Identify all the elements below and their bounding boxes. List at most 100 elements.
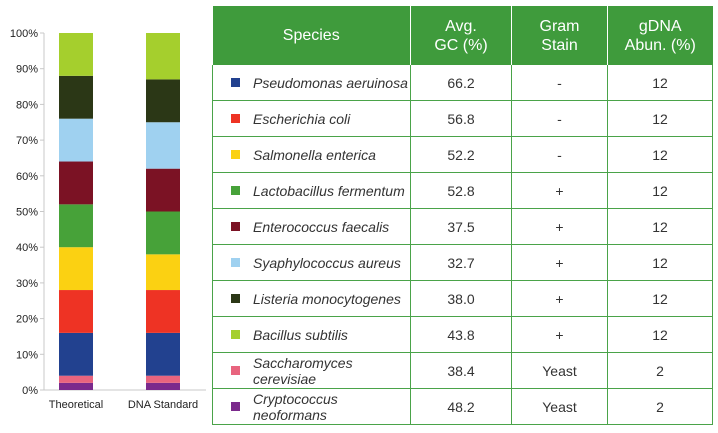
y-tick-label: 20%	[16, 314, 38, 326]
bar-segment	[146, 122, 180, 169]
y-tick-label: 30%	[16, 278, 38, 290]
table-row: Cryptococcus neoformans 48.2 Yeast 2	[212, 388, 713, 425]
bar-segment	[146, 254, 180, 291]
abundance-cell: 12	[607, 208, 713, 245]
color-swatch	[231, 186, 240, 195]
bars	[59, 33, 180, 390]
table-body: Pseudomonas aeruinosa 66.2-12 Escherichia …	[212, 65, 713, 425]
header-species: Species	[212, 6, 411, 65]
color-swatch	[231, 114, 240, 123]
color-swatch	[231, 78, 240, 87]
y-tick-label: 10%	[16, 349, 38, 361]
table-row: Listeria monocytogenes 38.0 +12	[212, 280, 713, 317]
gram-stain-cell: -	[511, 136, 608, 173]
species-name: Lactobacillus fermentum	[253, 182, 405, 199]
species-cell: Saccharomyces cerevisiae	[212, 352, 411, 389]
gram-stain-cell: -	[511, 100, 608, 137]
avg-gc-cell: 32.7	[410, 244, 512, 281]
x-tick-label: Theoretical	[49, 399, 103, 411]
species-name: Escherichia coli	[253, 110, 351, 127]
bar-segment	[146, 332, 180, 376]
table-row: Pseudomonas aeruinosa 66.2-12	[212, 65, 713, 101]
table-row: Saccharomyces cerevisiae 38.4 Yeast 2	[212, 352, 713, 389]
abundance-cell: 12	[607, 65, 713, 101]
y-tick-label: 80%	[16, 99, 38, 111]
species-cell: Escherichia coli	[212, 100, 411, 137]
avg-gc-cell: 48.2	[410, 388, 512, 425]
species-cell: Listeria monocytogenes	[212, 280, 411, 317]
table-header-row: Species Avg. GC (%) Gram Stain gDNA Abun…	[212, 6, 713, 65]
y-axis: 0% 10% 20% 30% 40% 50% 60% 70% 80% 90% 100%	[10, 28, 206, 397]
color-swatch	[231, 258, 240, 267]
bar-segment	[146, 382, 180, 390]
table-row: Syaphylococcus aureus 32.7 +12	[212, 244, 713, 281]
bar-segment	[59, 247, 93, 291]
species-name: Cryptococcus neoformans	[253, 390, 338, 423]
color-swatch	[231, 150, 240, 159]
bar-segment	[59, 382, 93, 390]
y-tick-label: 60%	[16, 171, 38, 183]
gram-stain-cell: +	[511, 244, 608, 281]
species-name: Bacillus subtilis	[253, 326, 348, 343]
table-row: Bacillus subtilis 43.8 +12	[212, 316, 713, 353]
color-swatch	[231, 366, 240, 375]
bar-segment	[59, 118, 93, 162]
bar-segment	[59, 204, 93, 248]
table-row: Escherichia coli 56.8-12	[212, 100, 713, 137]
species-name: Syaphylococcus aureus	[253, 254, 401, 271]
bar-segment	[146, 290, 180, 333]
abundance-cell: 2	[607, 388, 713, 425]
header-gram-stain: Gram Stain	[511, 6, 608, 65]
species-cell: Bacillus subtilis	[212, 316, 411, 353]
y-tick-label: 0%	[22, 385, 38, 397]
bar-segment	[146, 211, 180, 255]
species-cell: Lactobacillus fermentum	[212, 172, 411, 209]
species-name: Saccharomyces cerevisiae	[253, 354, 353, 387]
avg-gc-cell: 38.4	[410, 352, 512, 389]
gram-stain-cell: Yeast	[511, 388, 608, 425]
color-swatch	[231, 402, 240, 411]
gram-stain-cell: +	[511, 280, 608, 317]
y-tick-label: 70%	[16, 135, 38, 147]
bar-segment	[59, 75, 93, 119]
stacked-bar-chart: 0% 10% 20% 30% 40% 50% 60% 70% 80% 90% 100% Theore…	[10, 28, 206, 411]
abundance-cell: 12	[607, 136, 713, 173]
abundance-cell: 12	[607, 100, 713, 137]
avg-gc-cell: 56.8	[410, 100, 512, 137]
species-cell: Salmonella enterica	[212, 136, 411, 173]
y-tick-label: 100%	[10, 28, 38, 40]
bar-segment	[59, 290, 93, 333]
abundance-cell: 12	[607, 244, 713, 281]
species-cell: Pseudomonas aeruinosa	[212, 65, 411, 101]
gram-stain-cell: -	[511, 65, 608, 101]
bar-segment	[59, 161, 93, 205]
bar-segment	[59, 33, 93, 76]
gram-stain-cell: +	[511, 172, 608, 209]
avg-gc-cell: 37.5	[410, 208, 512, 245]
abundance-cell: 12	[607, 316, 713, 353]
species-table: Species Avg. GC (%) Gram Stain gDNA Abun…	[212, 6, 713, 425]
species-name: Pseudomonas aeruinosa	[253, 74, 408, 91]
species-name: Listeria monocytogenes	[253, 290, 401, 307]
bar-segment	[146, 33, 180, 80]
bar-segment	[59, 375, 93, 383]
color-swatch	[231, 330, 240, 339]
header-gdna-abundance: gDNA Abun. (%)	[607, 6, 713, 65]
table-row: Salmonella enterica 52.2-12	[212, 136, 713, 173]
x-axis-labels: Theoretical DNA Standard	[49, 399, 198, 411]
header-avg-gc: Avg. GC (%)	[410, 6, 512, 65]
y-tick-label: 50%	[16, 207, 38, 219]
bar-segment	[146, 375, 180, 383]
avg-gc-cell: 52.8	[410, 172, 512, 209]
species-name: Enterococcus faecalis	[253, 218, 390, 235]
avg-gc-cell: 66.2	[410, 65, 512, 101]
abundance-cell: 12	[607, 280, 713, 317]
color-swatch	[231, 222, 240, 231]
y-tick-label: 40%	[16, 242, 38, 254]
species-name: Salmonella enterica	[253, 146, 376, 163]
bar-segment	[59, 332, 93, 376]
species-cell: Syaphylococcus aureus	[212, 244, 411, 281]
color-swatch	[231, 294, 240, 303]
bar-segment	[146, 79, 180, 123]
y-tick-label: 90%	[16, 64, 38, 76]
